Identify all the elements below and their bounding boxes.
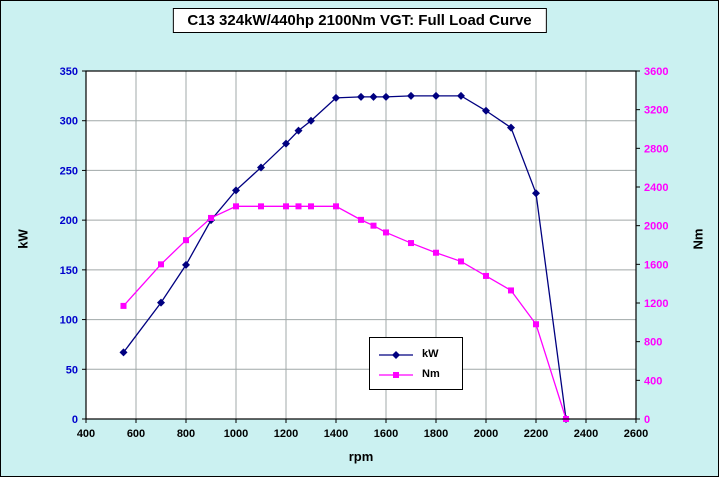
svg-text:250: 250 (60, 165, 78, 177)
svg-text:2400: 2400 (644, 182, 668, 194)
legend-label-nm: Nm (422, 368, 440, 380)
svg-text:3200: 3200 (644, 105, 668, 117)
legend-entry-nm: Nm (378, 364, 454, 384)
svg-text:2000: 2000 (474, 428, 498, 440)
svg-text:3600: 3600 (644, 66, 668, 78)
svg-text:0: 0 (644, 414, 650, 426)
chart-title: C13 324kW/440hp 2100Nm VGT: Full Load Cu… (172, 8, 547, 33)
svg-text:50: 50 (66, 364, 78, 376)
svg-text:1600: 1600 (374, 428, 398, 440)
svg-text:2600: 2600 (624, 428, 648, 440)
svg-text:100: 100 (60, 315, 78, 327)
svg-text:2800: 2800 (644, 143, 668, 155)
svg-text:0: 0 (72, 414, 78, 426)
svg-text:300: 300 (60, 116, 78, 128)
x-axis-title: rpm (348, 449, 374, 464)
legend-label-kw: kW (422, 348, 439, 360)
svg-text:1200: 1200 (274, 428, 298, 440)
svg-text:1000: 1000 (224, 428, 248, 440)
svg-text:350: 350 (60, 66, 78, 78)
svg-text:150: 150 (60, 265, 78, 277)
svg-text:600: 600 (127, 428, 145, 440)
y-axis-right-title: Nm (690, 228, 706, 250)
kw-series-marker-icon (378, 348, 414, 360)
svg-text:2400: 2400 (574, 428, 598, 440)
svg-text:1800: 1800 (424, 428, 448, 440)
svg-text:2200: 2200 (524, 428, 548, 440)
svg-text:1200: 1200 (644, 298, 668, 310)
svg-text:400: 400 (77, 428, 95, 440)
svg-text:1400: 1400 (324, 428, 348, 440)
svg-text:2000: 2000 (644, 221, 668, 233)
chart-legend: kW Nm (369, 337, 463, 390)
svg-text:400: 400 (644, 375, 662, 387)
y-axis-left-title: kW (15, 229, 31, 249)
svg-text:800: 800 (644, 337, 662, 349)
svg-text:200: 200 (60, 215, 78, 227)
nm-series-marker-icon (378, 368, 414, 380)
svg-text:1600: 1600 (644, 259, 668, 271)
svg-text:800: 800 (177, 428, 195, 440)
legend-entry-kw: kW (378, 344, 454, 364)
